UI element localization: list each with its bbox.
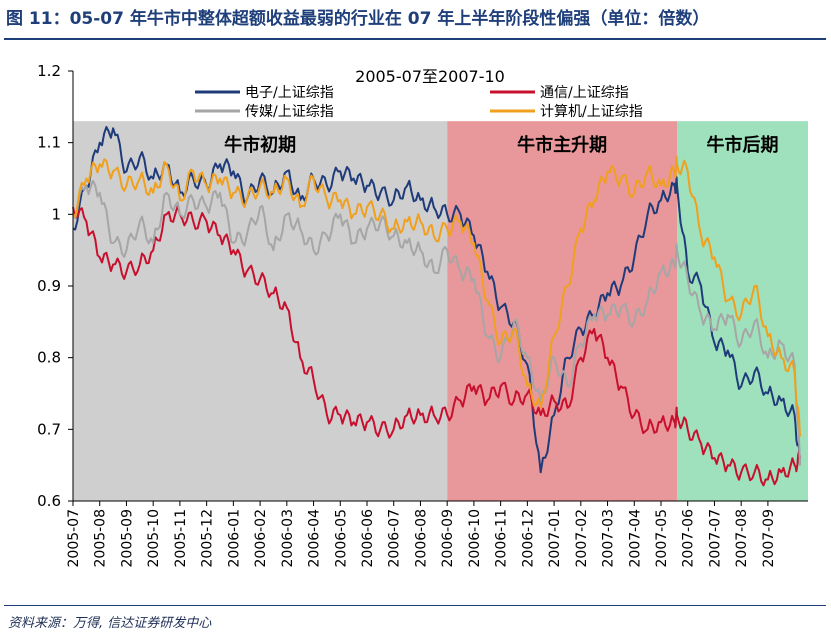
x-tick-label: 2005-08 — [93, 509, 109, 568]
series-line-1 — [72, 126, 801, 474]
region-label-2: 牛市主升期 — [517, 134, 607, 156]
series-layer — [72, 126, 801, 487]
figure-title: 图 11：05-07 年牛市中整体超额收益最弱的行业在 07 年上半年阶段性偏强… — [6, 9, 710, 29]
line-chart: 牛市初期 牛市主升期 牛市后期 0.6 0.7 0.8 0.9 1 1.1 1.2 2005-0… — [37, 62, 808, 568]
y-tick-label: 1.1 — [37, 134, 61, 152]
x-tick-label: 2005-11 — [173, 509, 189, 568]
region-label-3: 牛市后期 — [707, 134, 779, 156]
legend-label-2: 通信/上证综指 — [540, 85, 629, 101]
legend-label-3: 传媒/上证综指 — [245, 104, 334, 120]
y-ticks: 0.6 0.7 0.8 0.9 1 1.1 1.2 — [37, 62, 73, 510]
y-tick-label: 0.8 — [37, 349, 61, 367]
y-tick-label: 1 — [51, 205, 61, 223]
legend-label-1: 电子/上证综指 — [245, 85, 334, 101]
x-tick-label: 2007-09 — [761, 509, 777, 568]
series-line-4 — [72, 156, 801, 437]
y-tick-label: 1.2 — [37, 62, 61, 80]
series-line-2 — [72, 205, 801, 487]
x-tick-label: 2006-01 — [226, 509, 242, 568]
x-tick-label: 2006-04 — [307, 509, 323, 568]
x-tick-label: 2006-12 — [520, 509, 536, 568]
x-tick-label: 2007-08 — [734, 509, 750, 568]
chart-title: 2005-07至2007-10 — [355, 67, 505, 86]
x-tick-label: 2005-10 — [146, 509, 162, 568]
x-tick-label: 2006-07 — [387, 509, 403, 568]
x-tick-label: 2007-04 — [627, 509, 643, 568]
x-tick-label: 2005-12 — [200, 509, 216, 568]
x-tick-label: 2006-03 — [280, 509, 296, 568]
regions-layer — [73, 121, 808, 502]
x-ticks: 2005-07 2005-08 2005-09 2005-10 2005-11 2005-… — [66, 501, 777, 568]
x-tick-label: 2007-05 — [654, 509, 670, 568]
x-tick-label: 2006-08 — [413, 509, 429, 568]
x-tick-label: 2007-06 — [681, 509, 697, 568]
region-labels-layer: 牛市初期 牛市主升期 牛市后期 — [224, 134, 778, 156]
x-tick-label: 2005-09 — [119, 509, 135, 568]
series-line-3 — [72, 179, 801, 466]
source-rule — [4, 605, 826, 606]
y-tick-label: 0.7 — [37, 420, 61, 438]
y-tick-label: 0.6 — [37, 492, 61, 510]
x-tick-label: 2006-09 — [440, 509, 456, 568]
region-label-1: 牛市初期 — [224, 134, 296, 156]
x-tick-label: 2006-06 — [360, 509, 376, 568]
legend-label-4: 计算机/上证综指 — [540, 104, 643, 120]
x-tick-label: 2005-07 — [66, 509, 82, 568]
source-note: 资料来源：万得, 信达证券研发中心 — [8, 616, 212, 631]
x-tick-label: 2006-05 — [333, 509, 349, 568]
x-tick-label: 2006-02 — [253, 509, 269, 568]
x-tick-label: 2007-03 — [601, 509, 617, 568]
x-tick-label: 2007-01 — [547, 509, 563, 568]
title-rule — [4, 38, 826, 40]
x-tick-label: 2007-07 — [707, 509, 723, 568]
x-tick-label: 2006-10 — [467, 509, 483, 568]
x-tick-label: 2006-11 — [494, 509, 510, 568]
x-tick-label: 2007-02 — [574, 509, 590, 568]
y-tick-label: 0.9 — [37, 277, 61, 295]
